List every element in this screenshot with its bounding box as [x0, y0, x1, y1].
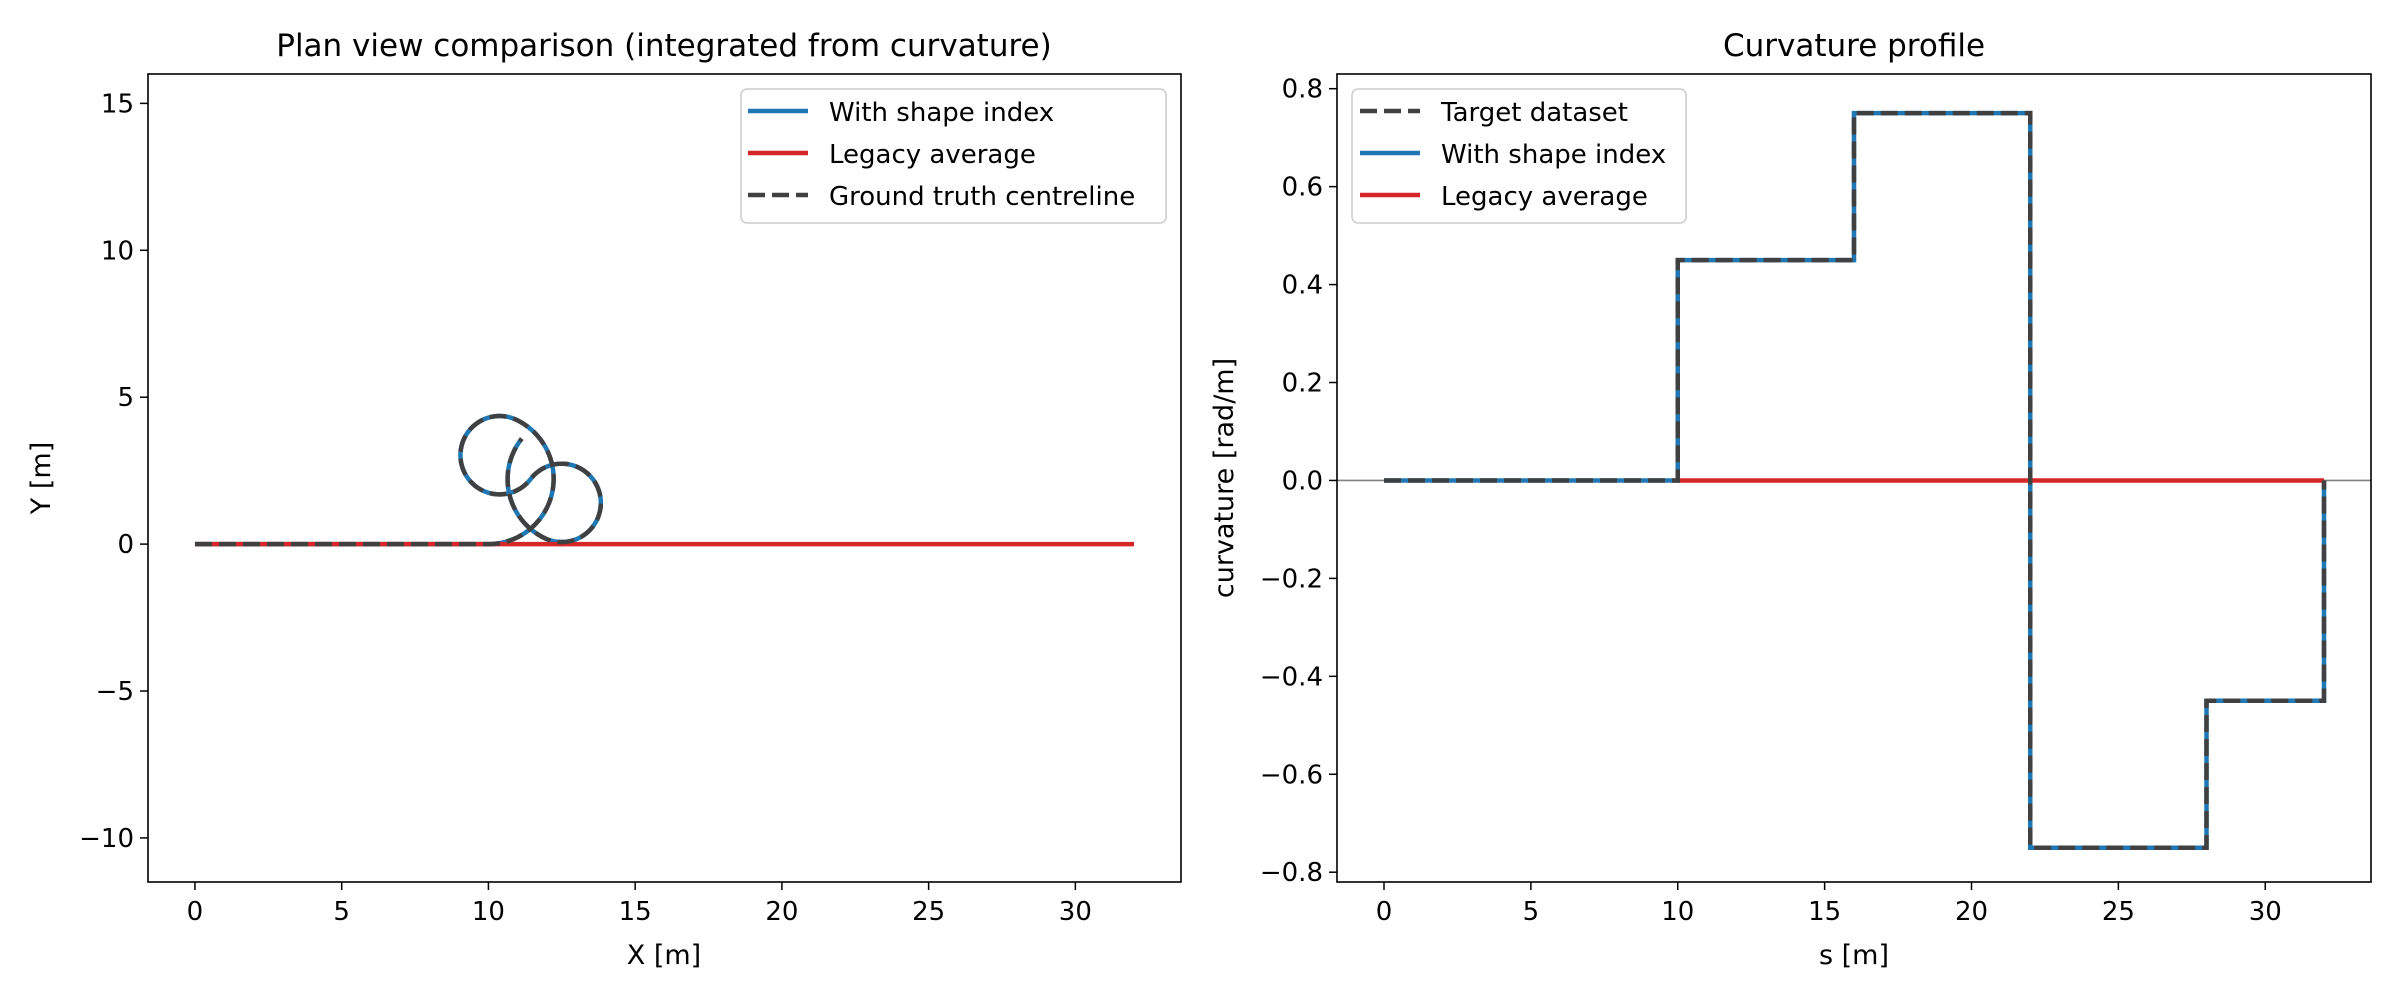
plan-view-axes-frame: [147, 73, 1182, 883]
curvature-ticks: 0 5 10 15 20 25 30 −0.8 −0.6 −0.4 −0.2 0.0 0.2 0.4 0.6…: [1260, 75, 2282, 927]
plan-view-plot-area: [193, 413, 1135, 547]
curvature-legend-box: [1351, 88, 1687, 224]
curvature-x-tick-label: 25: [2102, 897, 2135, 927]
legend-label-legacy-average: Legacy average: [829, 140, 1036, 170]
plan-view-x-label: X [m]: [627, 940, 701, 971]
curvature-x-tick-label: 5: [1523, 897, 1540, 927]
curvature-x-tick-label: 30: [2249, 897, 2282, 927]
plan-view-y-tick-label: −5: [96, 677, 134, 707]
curvature-x-label: s [m]: [1819, 940, 1889, 971]
curvature-legend: Target dataset With shape index Legacy a…: [1351, 88, 1687, 224]
curvature-y-label: curvature [rad/m]: [1209, 358, 1240, 598]
plan-view-y-tick-label: 10: [101, 236, 134, 266]
plan-view-legend: With shape index Legacy average Ground t…: [740, 88, 1167, 224]
curvature-y-tick-label: −0.6: [1260, 760, 1323, 790]
curvature-y-tick-label: −0.8: [1260, 858, 1323, 888]
plan-view-y-tick-label: 15: [101, 89, 134, 119]
plan-view-ticks: 0 5 10 15 20 25 30 −10 −5 0 5 10 15: [79, 89, 1092, 927]
plan-view-y-label: Y [m]: [26, 442, 57, 515]
curvature-y-tick-label: 0.6: [1282, 173, 1323, 203]
plan-view-x-tick-label: 25: [912, 897, 945, 927]
plan-view-legend-box: [740, 88, 1167, 224]
plan-view-x-tick-label: 5: [333, 897, 350, 927]
curvature-y-tick-label: 0.4: [1282, 271, 1323, 301]
plan-view-x-tick-label: 30: [1059, 897, 1092, 927]
curvature-plot-area: [1337, 110, 2371, 850]
curvature-profile-title: Curvature profile: [1723, 28, 1985, 64]
curvature-y-tick-label: 0.8: [1282, 75, 1323, 105]
legend-label-ground-truth: Ground truth centreline: [829, 182, 1135, 212]
curvature-x-tick-label: 20: [1955, 897, 1988, 927]
legend-label-legacy-average-2: Legacy average: [1441, 182, 1648, 212]
curvature-y-tick-label: 0.2: [1282, 369, 1323, 399]
legend-label-target-dataset: Target dataset: [1440, 98, 1628, 128]
plan-view-y-tick-label: −10: [79, 824, 134, 854]
plan-view-y-tick-label: 0: [117, 530, 134, 560]
curvature-series-line-1: [1384, 110, 2327, 850]
legend-label-with-shape-index-2: With shape index: [1441, 140, 1666, 170]
curvature-axes-frame: [1336, 73, 2372, 883]
plan-view-x-tick-label: 0: [187, 897, 204, 927]
plan-view-series-line-3: [193, 413, 604, 547]
legend-label-with-shape-index: With shape index: [829, 98, 1054, 128]
curvature-y-tick-label: −0.2: [1260, 564, 1323, 594]
curvature-x-tick-label: 15: [1808, 897, 1841, 927]
plan-view-y-tick-label: 5: [117, 383, 134, 413]
plan-view-x-tick-label: 15: [619, 897, 652, 927]
curvature-x-tick-label: 0: [1376, 897, 1393, 927]
plan-view-title: Plan view comparison (integrated from cu…: [276, 28, 1051, 64]
curvature-y-tick-label: −0.4: [1260, 662, 1323, 692]
curvature-x-tick-label: 10: [1661, 897, 1694, 927]
curvature-profile-chart: Curvature profile 0 5 10 15 20 25 30 −0.8 −0.6 −0…: [1209, 28, 2372, 971]
curvature-y-tick-label: 0.0: [1282, 466, 1323, 496]
plan-view-x-tick-label: 10: [472, 897, 505, 927]
plan-view-x-tick-label: 20: [765, 897, 798, 927]
plan-view-chart: Plan view comparison (integrated from cu…: [26, 28, 1182, 971]
